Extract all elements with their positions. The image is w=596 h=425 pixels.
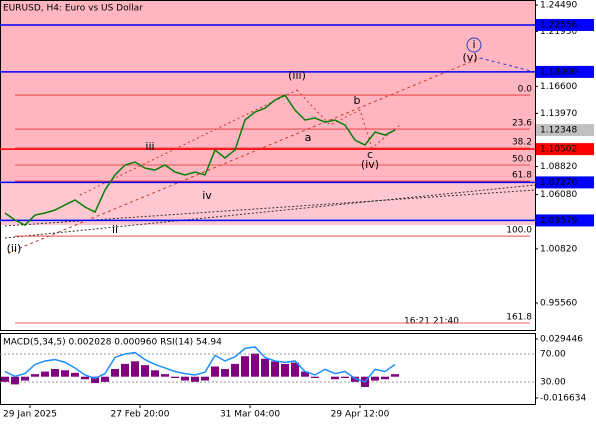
level-label: 1.10502 [540, 145, 577, 155]
level-label: 1.03579 [540, 216, 577, 226]
macd-bar [291, 362, 299, 377]
x-tick-label: 31 Mar 04:00 [220, 410, 280, 420]
macd-bar [381, 376, 389, 380]
macd-bar [1, 376, 9, 382]
zone-upper [0, 0, 535, 182]
wave-circle [466, 37, 482, 53]
macd-bar [131, 361, 139, 377]
indicator-title: MACD(5,34,5) 0.002028 0.000960 RSI(14) 5… [3, 338, 222, 348]
level-badge [536, 214, 594, 227]
fib-label: 100.0 [506, 226, 532, 236]
level-label: 1.22556 [540, 20, 577, 30]
level-badge [536, 18, 594, 31]
sub-frame [0, 333, 536, 405]
level-label: 1.07270 [540, 178, 577, 188]
fib-label: 23.6 [512, 119, 532, 129]
macd-bar [31, 374, 39, 377]
macd-bar [181, 376, 189, 381]
price-badge [536, 124, 594, 137]
wave-label: (ii) [7, 242, 22, 255]
macd-bar [71, 372, 79, 377]
y-tick-label: 1.06080 [540, 190, 577, 200]
macd-bar [371, 376, 379, 381]
wave-label: i [472, 38, 475, 51]
level-badge [536, 176, 594, 189]
trend-line [79, 89, 298, 196]
fib-label: 38.2 [512, 138, 532, 148]
macd-bar [331, 376, 339, 380]
macd-bar [201, 376, 209, 381]
macd-bar [91, 376, 99, 384]
macd-bar [271, 361, 279, 377]
macd-bar [11, 376, 19, 385]
chart-title: EURUSD, H4: Euro vs US Dollar [3, 4, 143, 14]
price-line [4, 94, 396, 226]
wave-label: (iv) [361, 158, 379, 171]
time-mark: 21:40 [433, 317, 459, 327]
level-badge [536, 143, 594, 156]
macd-bar [241, 356, 249, 377]
zone-lower [0, 182, 535, 225]
wave-label: b [354, 94, 361, 107]
macd-bar [151, 370, 159, 377]
macd-bar [211, 366, 219, 377]
macd-bar [261, 358, 269, 377]
macd-bar [141, 365, 149, 377]
fib-label: 61.8 [512, 171, 532, 181]
macd-bar [21, 376, 29, 381]
wave-label: ii [112, 223, 118, 236]
y-tick-label: 1.08820 [540, 162, 577, 172]
price-label: 1.12348 [540, 126, 577, 136]
macd-bar [121, 363, 129, 377]
wave-label: a [305, 131, 312, 144]
x-tick-label: 29 Apr 12:00 [331, 410, 390, 420]
macd-bar [281, 363, 289, 377]
y-tick-label: 0.95560 [540, 299, 577, 309]
main-frame [0, 0, 536, 331]
time-mark: 16:21 [404, 317, 430, 327]
macd-bar [81, 376, 89, 380]
fib-label: 161.8 [506, 312, 532, 322]
fib-label: 0.0 [518, 85, 533, 95]
wave-label: (iii) [288, 69, 306, 82]
level-badge [536, 65, 594, 78]
rsi-line [4, 346, 396, 383]
wave-label: c [367, 148, 373, 161]
rsi-tick-label: 70.00 [540, 349, 566, 359]
macd-bar [311, 376, 319, 378]
wave-label: iii [145, 140, 154, 153]
y-tick-label: 1.21930 [540, 27, 577, 37]
wave-label: (v) [462, 51, 477, 64]
sub-y-tick-label: -0.016634 [540, 394, 586, 404]
macd-bar [231, 363, 239, 377]
rsi-tick-label: 30.00 [540, 377, 566, 387]
macd-bar [101, 376, 109, 382]
macd-bar [341, 376, 349, 378]
macd-bar [51, 369, 59, 377]
y-tick-label: 1.16600 [540, 82, 577, 92]
macd-bar [221, 369, 229, 377]
y-tick-label: 1.00820 [540, 244, 577, 254]
wave-label: iv [202, 189, 212, 202]
macd-bar [251, 353, 259, 377]
trend-line [4, 184, 536, 239]
macd-bar [61, 370, 69, 377]
x-tick-label: 27 Feb 20:00 [110, 410, 169, 420]
macd-bar [161, 374, 169, 377]
macd-bar [191, 376, 199, 382]
macd-bar [301, 371, 309, 377]
wave-path [296, 89, 401, 149]
fib-label: 50.0 [512, 155, 532, 165]
y-tick-label: 1.13970 [540, 109, 577, 119]
x-tick-label: 29 Jan 2025 [3, 410, 57, 420]
macd-bar [391, 374, 399, 377]
macd-bar [171, 376, 179, 378]
macd-bar [111, 369, 119, 377]
y-tick-label: 1.24490 [540, 1, 577, 11]
level-label: 1.18000 [540, 67, 577, 77]
sub-y-tick-label: 0.029446 [540, 335, 583, 345]
macd-bar [41, 371, 49, 377]
